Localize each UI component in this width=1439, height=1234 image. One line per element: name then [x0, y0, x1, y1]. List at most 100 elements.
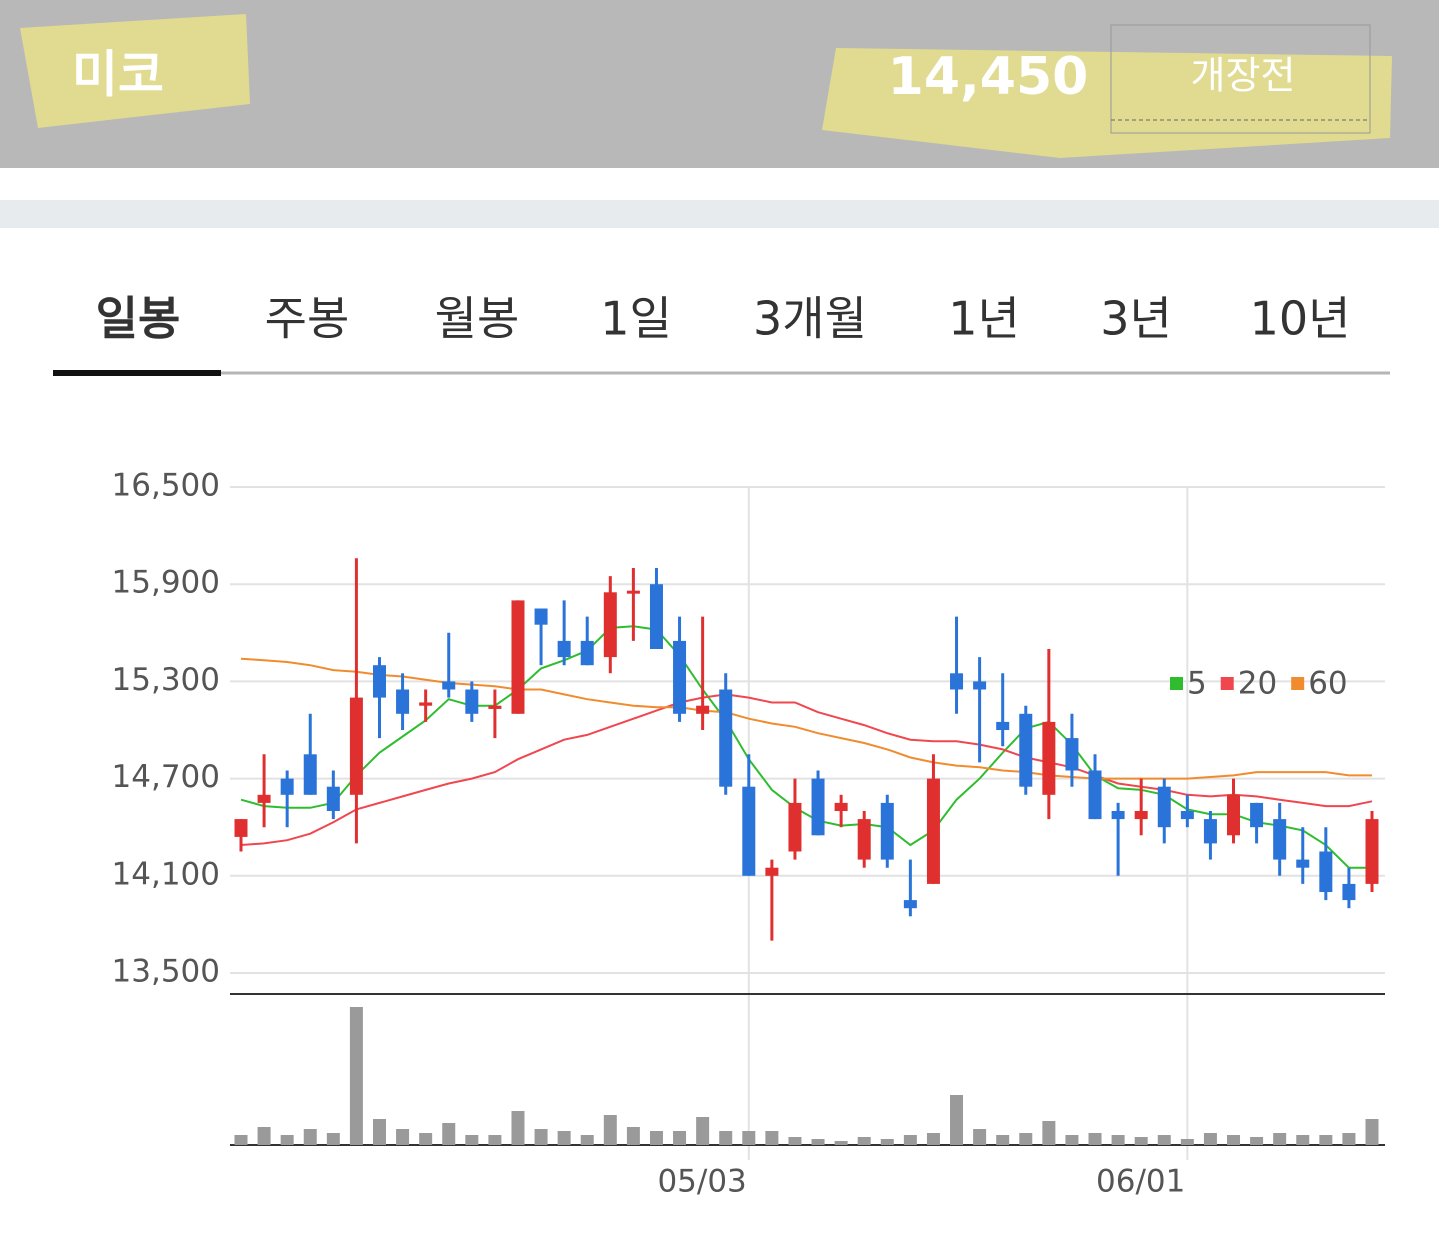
candle-body [465, 689, 479, 714]
legend-swatch [1220, 677, 1234, 690]
candle-body [973, 681, 987, 690]
volume-bar [673, 1131, 687, 1145]
candle-body [834, 802, 848, 811]
x-tick-label: 05/03 [657, 1164, 746, 1200]
candle-body [811, 778, 825, 836]
volume-bar [1157, 1135, 1171, 1145]
legend-label: 5 [1187, 666, 1207, 702]
candle-body [1019, 713, 1033, 787]
period-tab[interactable]: 3년 [1100, 292, 1172, 346]
volume-bar [234, 1135, 248, 1145]
candle-body [1319, 851, 1333, 892]
stock-name: 미코 [72, 46, 164, 104]
volume-bar [372, 1119, 386, 1145]
candle-body [396, 689, 410, 714]
volume-bar [973, 1129, 987, 1145]
x-tick-label: 06/01 [1096, 1164, 1185, 1200]
candle-body [280, 778, 294, 795]
volume-bar [419, 1133, 433, 1145]
candle-body [1342, 883, 1356, 901]
period-tab[interactable]: 주봉 [265, 292, 350, 346]
volume-bar [1296, 1135, 1310, 1145]
candle-body [1065, 738, 1079, 771]
volume-bar [857, 1137, 871, 1145]
ma-line [240, 693, 1373, 846]
candle-body [903, 900, 917, 909]
volume-bar [719, 1131, 733, 1145]
highlight [822, 48, 1392, 158]
volume-bar [580, 1135, 594, 1145]
candle-body [1250, 802, 1264, 828]
candle-body [234, 819, 248, 837]
volume-bar [1088, 1133, 1102, 1145]
candle-body [557, 640, 571, 658]
volume-bar [880, 1139, 894, 1145]
volume-bar [811, 1139, 825, 1145]
volume-bar [488, 1135, 502, 1145]
status-box [1110, 24, 1371, 134]
volume-bar [1319, 1135, 1333, 1145]
candle-body [1088, 770, 1102, 820]
candle-body [534, 608, 548, 625]
volume-bar [788, 1137, 802, 1145]
y-tick-label: 16,500 [112, 468, 220, 504]
header: 미코 14,450 개장전 [0, 0, 1439, 228]
candle-body [326, 786, 340, 811]
volume-bar [626, 1127, 640, 1145]
candle-body [580, 640, 594, 666]
stock-price: 14,450 [888, 47, 1089, 107]
candle-body [719, 689, 733, 787]
y-tick-label: 14,700 [112, 759, 220, 795]
period-tab[interactable]: 1일 [600, 292, 672, 346]
candle-body [996, 721, 1010, 730]
volume-bar [1203, 1133, 1217, 1145]
candle-body [419, 702, 433, 706]
volume-bar [903, 1135, 917, 1145]
candle-body [1203, 819, 1217, 844]
market-status: 개장전 [1191, 54, 1296, 98]
period-tab[interactable]: 1년 [948, 292, 1020, 346]
volume-bar [1342, 1133, 1356, 1145]
legend-label: 20 [1238, 666, 1277, 702]
candle-body [303, 754, 317, 795]
period-tab[interactable]: 3개월 [753, 292, 867, 346]
candle-body [1134, 811, 1148, 820]
candle-body [742, 786, 756, 876]
highlight [20, 14, 250, 128]
candle-body [926, 778, 940, 884]
candle-body [257, 794, 271, 803]
volume-bar [696, 1117, 710, 1145]
ma-line [240, 625, 1372, 869]
candle-body [1365, 819, 1379, 884]
volume-bar [950, 1095, 964, 1145]
volume-bar [1250, 1137, 1264, 1145]
volume-bar [1227, 1135, 1241, 1145]
divider-band [0, 200, 1439, 228]
period-tab[interactable]: 10년 [1250, 292, 1351, 346]
candle-body [1227, 794, 1241, 836]
volume-bar [996, 1135, 1010, 1145]
legend-label: 60 [1308, 666, 1347, 702]
volume-bar [534, 1129, 548, 1145]
period-tab[interactable]: 일봉 [96, 292, 181, 346]
candle-body [673, 640, 687, 714]
legend-swatch [1170, 677, 1183, 690]
candle-body [511, 600, 525, 714]
volume-bar [280, 1135, 294, 1145]
candle-body [696, 705, 710, 714]
candle-body [1296, 859, 1310, 868]
volume-bar [1273, 1133, 1287, 1145]
candle-body [649, 584, 663, 649]
candle-body [349, 697, 363, 795]
volume-bar [1365, 1119, 1379, 1145]
volume-bar [465, 1135, 479, 1145]
period-tab[interactable]: 월봉 [435, 292, 520, 346]
candle-body [950, 673, 964, 690]
y-tick-label: 15,300 [112, 662, 220, 698]
candle-body [1273, 819, 1287, 860]
volume-bar [834, 1141, 848, 1145]
candle-body [626, 590, 640, 594]
candle-body [880, 802, 894, 860]
volume-bar [1019, 1133, 1033, 1145]
